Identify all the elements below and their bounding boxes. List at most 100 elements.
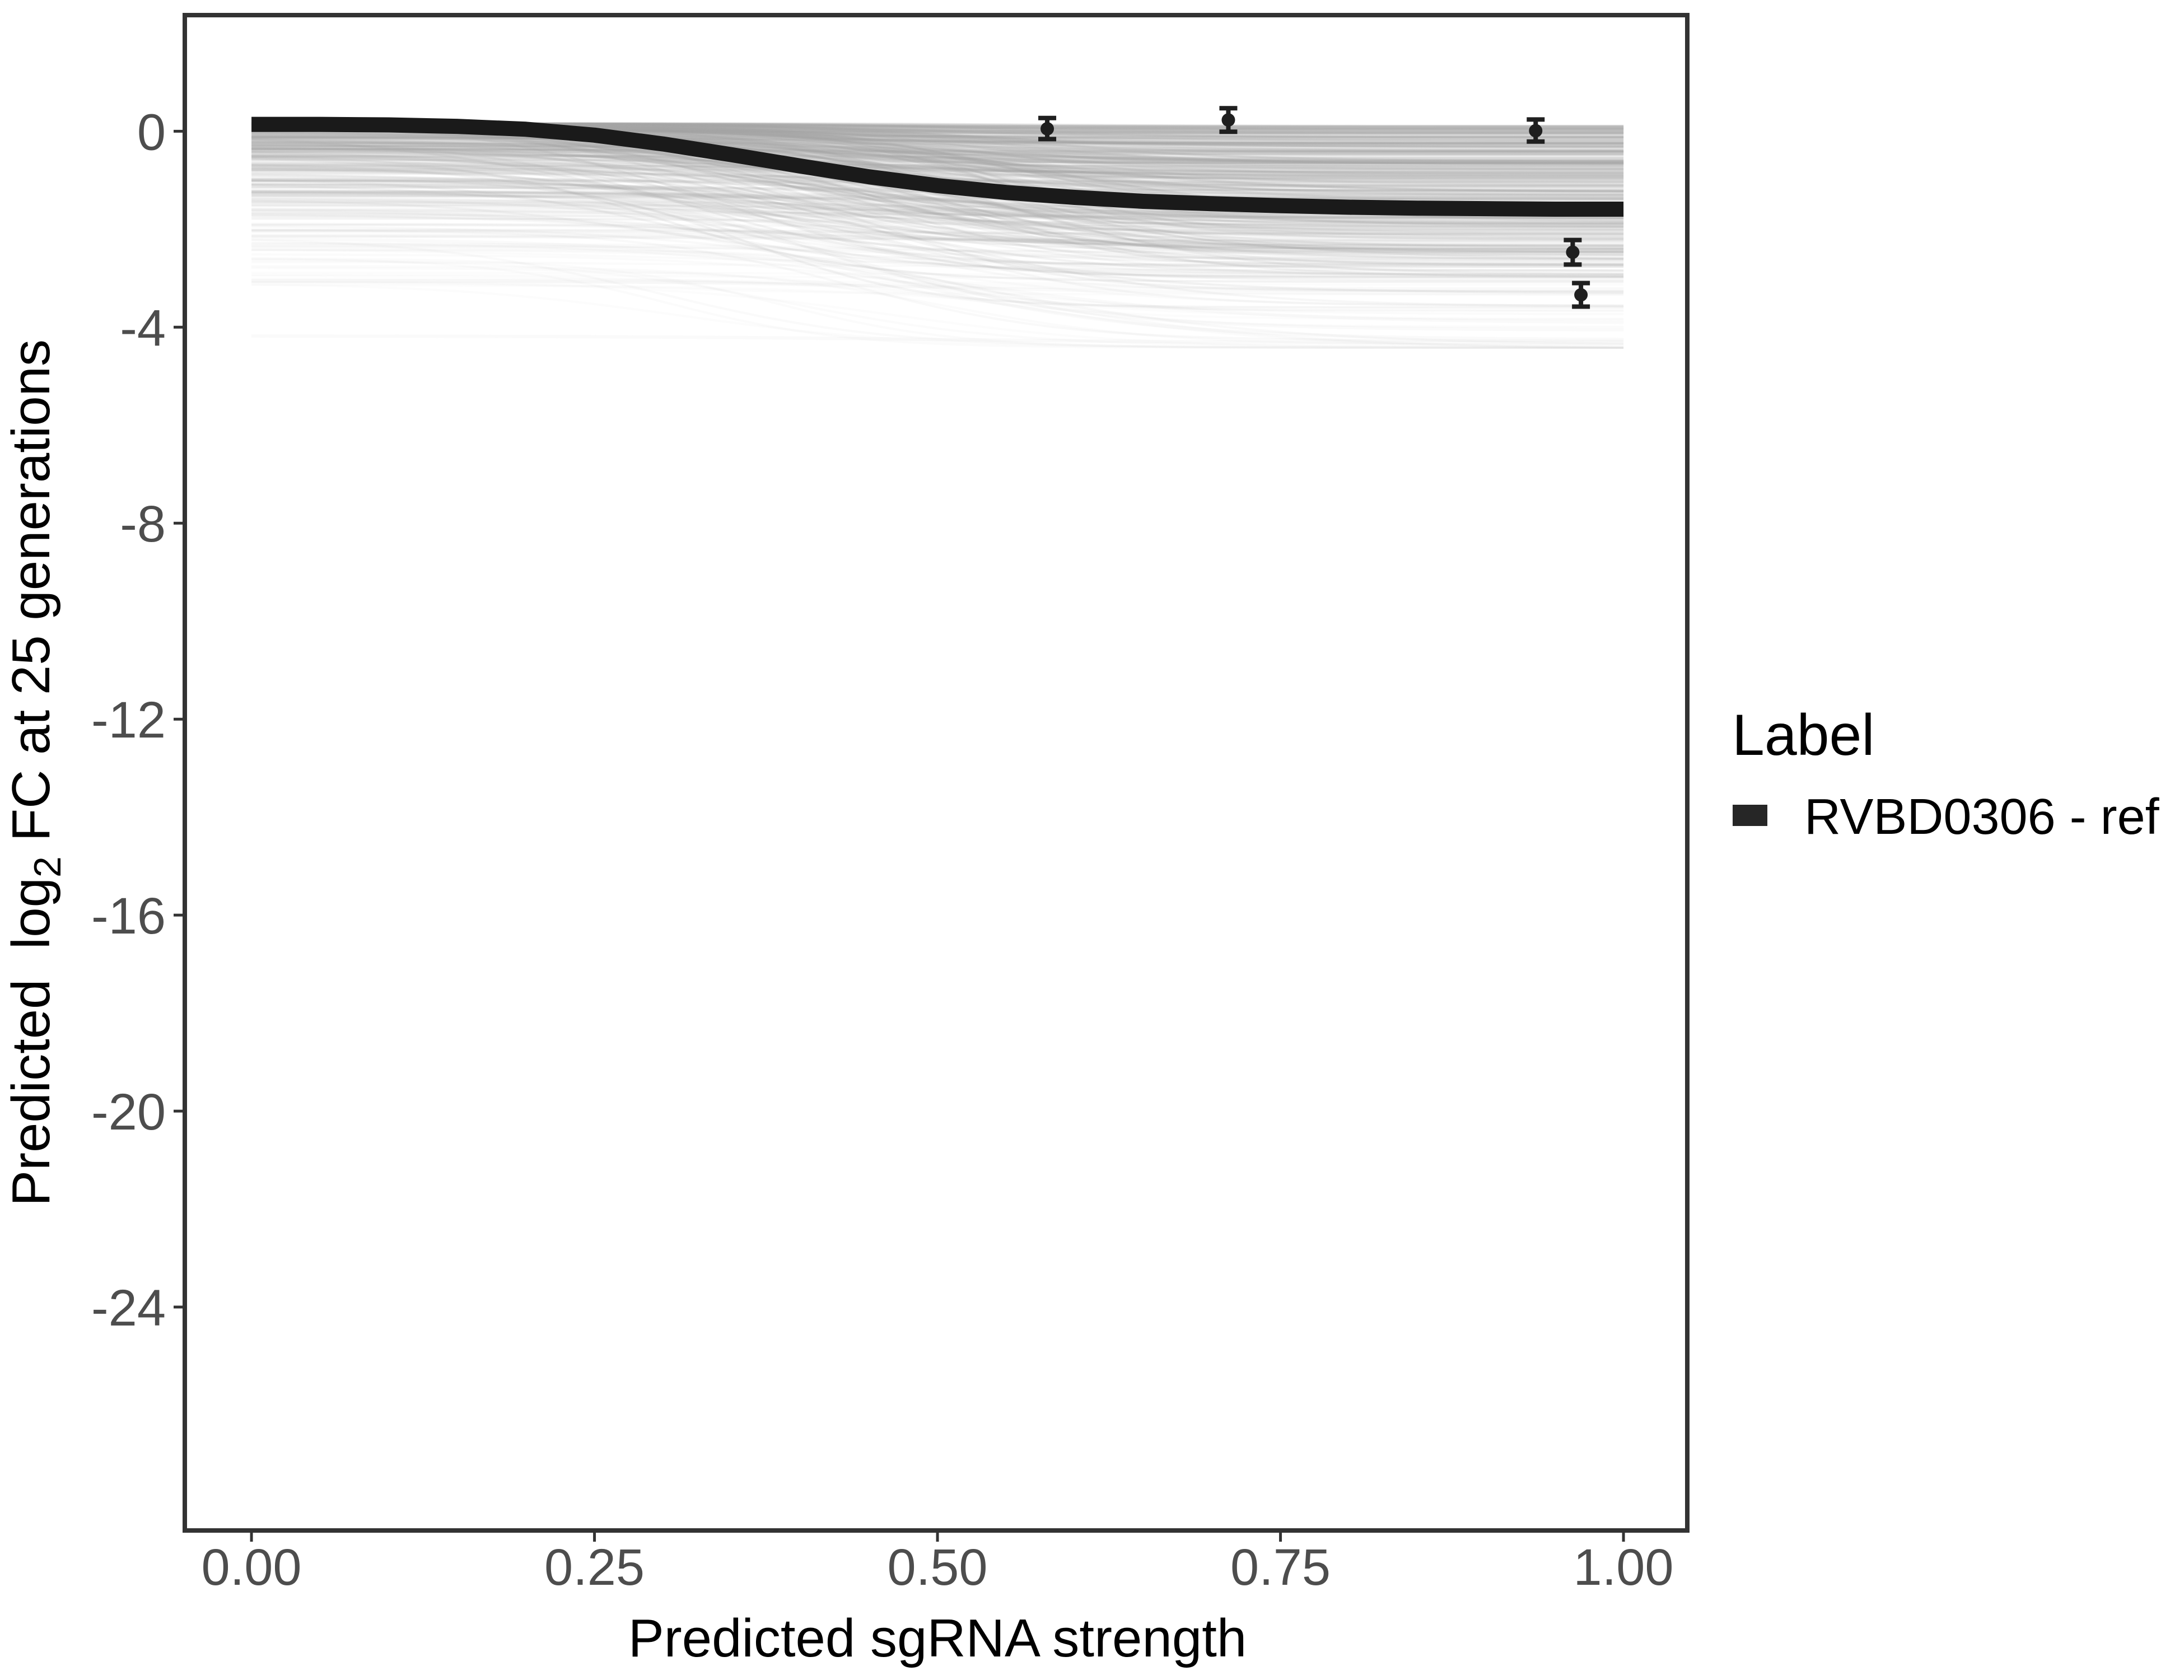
ensemble-curve — [251, 183, 1624, 223]
x-axis-ticks: 0.00 0.25 0.50 0.75 1.00 — [202, 1530, 1674, 1596]
ensemble-curve — [251, 148, 1624, 154]
ensemble-curve — [251, 215, 1624, 268]
ensemble-curve — [251, 151, 1624, 260]
ensemble-curve — [251, 151, 1624, 223]
ensemble-curve — [251, 157, 1624, 248]
ensemble-curve — [251, 213, 1624, 242]
ensemble-curve — [251, 144, 1624, 152]
ensemble-curve — [251, 144, 1624, 178]
ensemble-curve — [251, 230, 1624, 238]
ensemble-curve — [251, 259, 1624, 348]
ensemble-curve — [251, 138, 1624, 146]
ensemble-curve — [251, 253, 1624, 315]
ensemble-curve — [251, 158, 1624, 167]
ensemble-curve — [251, 235, 1624, 242]
legend: Label RVBD0306 - ref — [1732, 703, 2160, 845]
ensemble-curve — [251, 149, 1624, 278]
y-tick-label: -16 — [91, 888, 166, 945]
ensemble-curve — [251, 169, 1624, 292]
y-tick-label: -12 — [91, 692, 166, 749]
y-axis-title-suffix: FC at 25 generations — [1, 339, 61, 856]
ensemble-curve — [251, 155, 1624, 283]
ensemble-curve — [251, 151, 1624, 249]
ensemble-curve — [251, 147, 1624, 198]
ensemble-curve — [251, 143, 1624, 166]
ensemble-curve — [251, 151, 1624, 266]
ensemble-curve — [251, 132, 1624, 175]
ensemble-curve — [251, 136, 1624, 176]
ensemble-curve — [251, 198, 1624, 260]
ensemble-curve — [251, 157, 1624, 245]
ensemble-curve — [251, 136, 1624, 146]
ensemble-curve — [251, 141, 1624, 149]
ensemble-curve — [251, 164, 1624, 172]
ensemble-curve — [251, 153, 1624, 278]
ensemble-curve — [251, 241, 1624, 349]
ensemble-curve — [251, 179, 1624, 272]
ensemble-curve — [251, 235, 1624, 241]
ensemble-curve — [251, 249, 1624, 266]
ensemble-curve — [251, 142, 1624, 166]
ensemble-curve — [251, 144, 1624, 152]
ensemble-curve — [251, 174, 1624, 236]
legend-item-label: RVBD0306 - ref — [1804, 789, 2160, 845]
ensemble-curve — [251, 245, 1624, 253]
ensemble-curve — [251, 155, 1624, 251]
ensemble-curve — [251, 180, 1624, 219]
ensemble-curve — [251, 190, 1624, 228]
legend-key-line — [1733, 805, 1767, 826]
ensemble-curve — [251, 198, 1624, 226]
ensemble-curve — [251, 147, 1624, 235]
reference-curve — [251, 116, 1624, 217]
data-point — [1527, 117, 1545, 144]
point-marker — [1566, 245, 1580, 259]
ensemble-curve — [251, 222, 1624, 292]
y-tick-label: 0 — [137, 104, 166, 161]
ensemble-curve — [251, 166, 1624, 294]
ensemble-curve — [251, 142, 1624, 165]
y-axis-title-subscript: 2 — [26, 856, 69, 878]
ensemble-curve — [251, 190, 1624, 226]
ensemble-curve — [251, 141, 1624, 155]
ensemble-curve — [251, 150, 1624, 228]
ensemble-curve — [251, 164, 1624, 220]
ensemble-curve — [251, 200, 1624, 232]
ensemble-curve — [251, 192, 1624, 219]
data-point — [1038, 115, 1057, 142]
ensemble-curve — [251, 161, 1624, 200]
ensemble-curve — [251, 155, 1624, 160]
ensemble-curve — [251, 260, 1624, 268]
ensemble-curve — [251, 164, 1624, 275]
ensemble-curve — [251, 230, 1624, 235]
ensemble-curve — [251, 141, 1624, 268]
ensemble-curve — [251, 146, 1624, 218]
ensemble-curve — [251, 134, 1624, 143]
ensemble-curve — [251, 137, 1624, 144]
ensemble-curve — [251, 137, 1624, 193]
ensemble-curve — [251, 147, 1624, 178]
ensemble-curve — [251, 161, 1624, 171]
ensemble-curve — [251, 147, 1624, 250]
ensemble-curve — [251, 170, 1624, 282]
ensemble-curves-layer — [251, 122, 1624, 349]
ensemble-curve — [251, 249, 1624, 307]
ensemble-curve — [251, 136, 1624, 192]
ensemble-curve — [251, 180, 1624, 230]
ensemble-curve — [251, 150, 1624, 162]
x-tick-label: 1.00 — [1574, 1539, 1674, 1596]
ensemble-curve — [251, 265, 1624, 346]
outlier-curve — [251, 237, 1624, 324]
ensemble-curve — [251, 168, 1624, 193]
ensemble-curve — [251, 143, 1624, 251]
x-axis-title: Predicted sgRNA strength — [628, 1608, 1247, 1668]
ensemble-curve — [251, 199, 1624, 266]
ensemble-curve — [251, 154, 1624, 170]
ensemble-curve — [251, 139, 1624, 167]
ensemble-curve — [251, 154, 1624, 160]
ensemble-curve — [251, 225, 1624, 345]
ensemble-curve — [251, 193, 1624, 218]
ensemble-curve — [251, 200, 1624, 225]
ensemble-curve — [251, 228, 1624, 236]
ensemble-curve — [251, 178, 1624, 279]
ensemble-curve — [251, 244, 1624, 260]
